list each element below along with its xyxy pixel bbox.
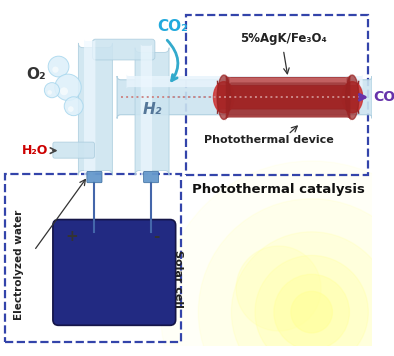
Circle shape — [47, 90, 52, 95]
FancyBboxPatch shape — [126, 74, 362, 89]
FancyBboxPatch shape — [78, 43, 112, 175]
FancyBboxPatch shape — [229, 76, 347, 84]
FancyBboxPatch shape — [141, 44, 152, 179]
FancyBboxPatch shape — [87, 171, 102, 183]
FancyBboxPatch shape — [143, 171, 159, 183]
Circle shape — [291, 291, 333, 333]
Circle shape — [160, 161, 394, 356]
FancyBboxPatch shape — [226, 73, 350, 121]
Text: Electrolyzed water: Electrolyzed water — [14, 210, 24, 320]
Bar — [5, 174, 181, 342]
FancyBboxPatch shape — [135, 48, 169, 175]
Circle shape — [55, 74, 81, 100]
Ellipse shape — [342, 82, 362, 113]
FancyBboxPatch shape — [117, 76, 372, 119]
Circle shape — [45, 83, 59, 98]
Circle shape — [48, 56, 69, 77]
Bar — [186, 15, 368, 175]
Circle shape — [60, 87, 68, 95]
Text: 5%AgK/Fe₃O₄: 5%AgK/Fe₃O₄ — [240, 32, 327, 45]
Text: Solar cell: Solar cell — [173, 250, 182, 308]
FancyBboxPatch shape — [93, 39, 155, 60]
FancyBboxPatch shape — [53, 142, 95, 158]
Ellipse shape — [346, 75, 359, 120]
Circle shape — [274, 274, 349, 350]
Circle shape — [231, 232, 392, 356]
FancyBboxPatch shape — [53, 220, 176, 325]
Text: CO₂: CO₂ — [158, 19, 188, 35]
Circle shape — [198, 199, 394, 356]
Text: Photothermal device: Photothermal device — [204, 135, 334, 145]
FancyBboxPatch shape — [217, 81, 359, 114]
Circle shape — [52, 67, 59, 73]
Text: Photothermal catalysis: Photothermal catalysis — [192, 183, 365, 196]
Ellipse shape — [217, 75, 230, 120]
Text: -: - — [154, 229, 160, 244]
Text: CO: CO — [373, 90, 394, 104]
Text: O₂: O₂ — [26, 67, 46, 82]
Circle shape — [255, 256, 368, 356]
Text: H₂: H₂ — [142, 101, 162, 116]
FancyBboxPatch shape — [84, 39, 95, 179]
Text: H₂O: H₂O — [22, 144, 48, 157]
Text: +: + — [65, 229, 78, 244]
Circle shape — [236, 246, 321, 331]
Circle shape — [68, 106, 74, 112]
Circle shape — [64, 97, 83, 116]
Ellipse shape — [214, 82, 234, 113]
